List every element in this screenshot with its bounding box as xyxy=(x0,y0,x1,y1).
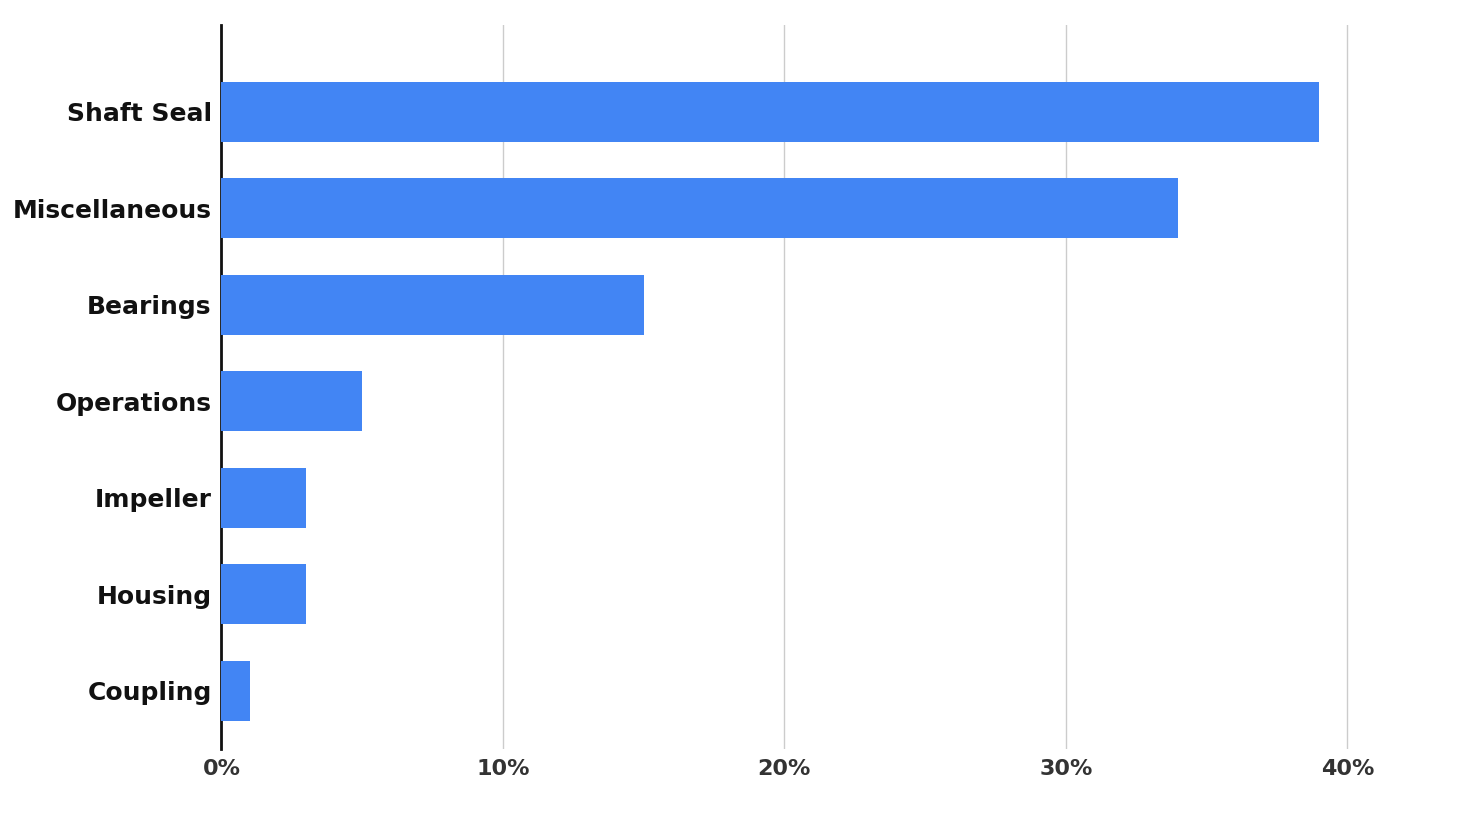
Bar xyxy=(221,275,644,334)
Bar xyxy=(221,564,306,624)
Bar xyxy=(221,468,306,527)
Bar xyxy=(221,82,1320,141)
Bar xyxy=(221,661,249,721)
Bar xyxy=(221,371,362,431)
Bar xyxy=(221,178,1178,238)
